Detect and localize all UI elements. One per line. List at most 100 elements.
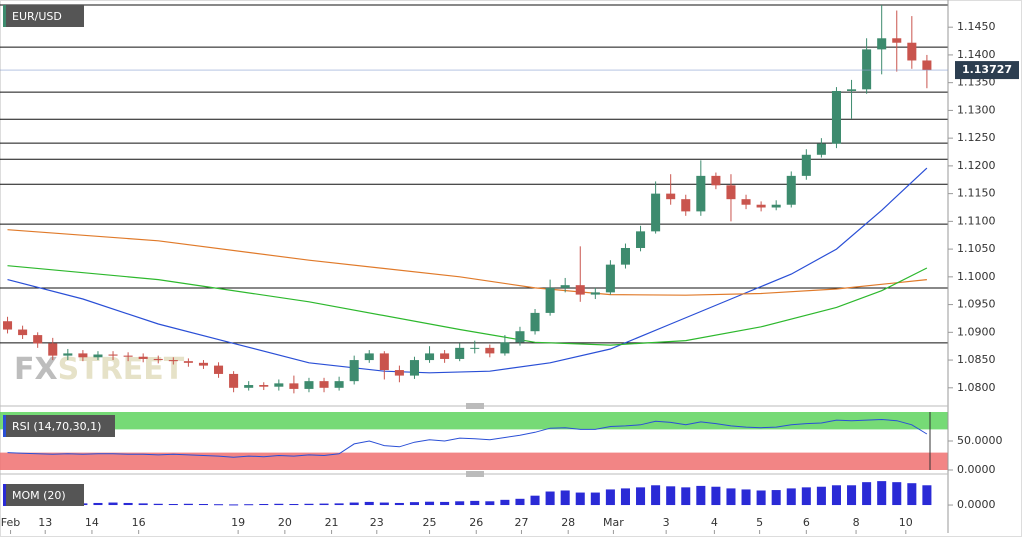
momentum-bar bbox=[440, 501, 450, 506]
sma-line bbox=[7, 167, 928, 374]
candle-body bbox=[605, 264, 615, 293]
candle-body bbox=[108, 354, 118, 356]
momentum-bar bbox=[394, 502, 404, 506]
candle-body bbox=[274, 383, 284, 387]
candle-body bbox=[48, 343, 58, 356]
candle-body bbox=[168, 360, 178, 362]
momentum-bar bbox=[500, 499, 510, 506]
momentum-bar bbox=[364, 501, 374, 506]
x-tick-label: 26 bbox=[469, 516, 483, 529]
candle-body bbox=[123, 355, 133, 357]
momentum-bar bbox=[847, 485, 857, 506]
momentum-bar bbox=[455, 501, 465, 506]
momentum-bar bbox=[620, 488, 630, 506]
x-tick-label: 23 bbox=[370, 516, 384, 529]
momentum-bar bbox=[470, 500, 480, 506]
current-price-box bbox=[955, 61, 1019, 80]
candle-body bbox=[847, 89, 857, 91]
legend-swatch bbox=[3, 5, 6, 27]
candle-body bbox=[771, 204, 781, 208]
candle-body bbox=[229, 373, 239, 388]
candle-body bbox=[500, 342, 510, 354]
candle-body bbox=[681, 199, 691, 212]
candle-body bbox=[63, 353, 73, 356]
candle-body bbox=[259, 385, 269, 387]
legend-box bbox=[3, 415, 115, 437]
rsi-line bbox=[7, 418, 928, 458]
y-tick-label: 1.0850 bbox=[957, 353, 996, 366]
momentum-bar bbox=[922, 485, 932, 506]
momentum-bar bbox=[244, 504, 254, 506]
legend-swatch bbox=[3, 484, 6, 506]
candle-body bbox=[3, 321, 13, 330]
candle-body bbox=[636, 231, 646, 248]
y-tick-label: 1.1400 bbox=[957, 48, 996, 61]
candle-body bbox=[334, 381, 344, 388]
candle-body bbox=[349, 360, 359, 382]
momentum-bar bbox=[636, 487, 646, 506]
oversold-zone bbox=[0, 452, 948, 470]
x-tick-label: 20 bbox=[278, 516, 292, 529]
momentum-bar bbox=[605, 489, 615, 506]
momentum-bar bbox=[530, 495, 540, 506]
x-tick-label: 16 bbox=[132, 516, 146, 529]
x-tick-label: 19 bbox=[231, 516, 245, 529]
candle-body bbox=[485, 347, 495, 354]
candle-body bbox=[590, 292, 600, 295]
y-tick-label: 50.0000 bbox=[957, 434, 1003, 447]
resize-handle[interactable] bbox=[466, 471, 484, 477]
momentum-bar bbox=[425, 501, 435, 506]
x-tick-label: 21 bbox=[325, 516, 339, 529]
candle-body bbox=[93, 354, 103, 358]
candle-body bbox=[409, 360, 419, 376]
momentum-bar bbox=[666, 486, 676, 506]
x-tick-label: 8 bbox=[853, 516, 860, 529]
y-tick-label: 1.1100 bbox=[957, 214, 996, 227]
momentum-bar bbox=[198, 504, 208, 506]
current-price-label: 1.13727 bbox=[962, 63, 1012, 76]
momentum-bar bbox=[831, 485, 841, 506]
resize-handle[interactable] bbox=[466, 403, 484, 409]
x-tick-label: 5 bbox=[756, 516, 763, 529]
candle-body bbox=[651, 193, 661, 232]
candle-body bbox=[379, 353, 389, 371]
candle-body bbox=[786, 175, 796, 205]
x-tick-label: 6 bbox=[803, 516, 810, 529]
momentum-bar bbox=[274, 503, 284, 506]
candle-body bbox=[214, 365, 224, 374]
momentum-bar bbox=[862, 482, 872, 506]
candle-body bbox=[922, 60, 932, 71]
candle-body bbox=[198, 362, 208, 366]
y-tick-label: 1.1200 bbox=[957, 159, 996, 172]
momentum-bar bbox=[379, 502, 389, 506]
momentum-bar bbox=[771, 490, 781, 506]
momentum-bar bbox=[651, 485, 661, 506]
plot-area: Feb 13 14 16 19 20 21 23 25 26 27 28 Mar 3 4 5 6 8 10 bbox=[0, 4, 948, 534]
candle-body bbox=[620, 247, 630, 265]
candle-body bbox=[470, 347, 480, 349]
y-tick-label: 0.0000 bbox=[957, 463, 996, 476]
watermark-fx: FX bbox=[14, 352, 58, 387]
x-tick-label: Feb bbox=[1, 516, 20, 529]
candle-body bbox=[455, 347, 465, 359]
momentum-bar bbox=[590, 492, 600, 506]
candle-body bbox=[244, 385, 254, 388]
y-tick-label: 1.1250 bbox=[957, 131, 996, 144]
x-tick-label: 13 bbox=[38, 516, 52, 529]
momentum-bar bbox=[108, 502, 118, 506]
candle-body bbox=[726, 185, 736, 200]
legend-box bbox=[3, 484, 84, 506]
candle-body bbox=[831, 90, 841, 144]
momentum-bar bbox=[696, 485, 706, 506]
momentum-bar bbox=[545, 491, 555, 506]
momentum-bar bbox=[349, 502, 359, 506]
candle-body bbox=[153, 358, 163, 361]
momentum-bar bbox=[756, 490, 766, 506]
momentum-bar bbox=[304, 503, 314, 506]
x-tick-label: 28 bbox=[561, 516, 575, 529]
momentum-bar bbox=[877, 481, 887, 506]
momentum-bar bbox=[183, 503, 193, 506]
candle-body bbox=[666, 193, 676, 200]
momentum-bar bbox=[892, 482, 902, 506]
